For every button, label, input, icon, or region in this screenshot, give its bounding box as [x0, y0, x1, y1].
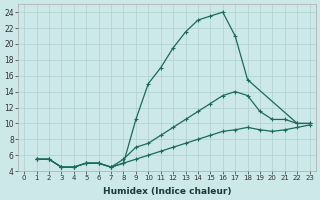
- X-axis label: Humidex (Indice chaleur): Humidex (Indice chaleur): [103, 187, 231, 196]
